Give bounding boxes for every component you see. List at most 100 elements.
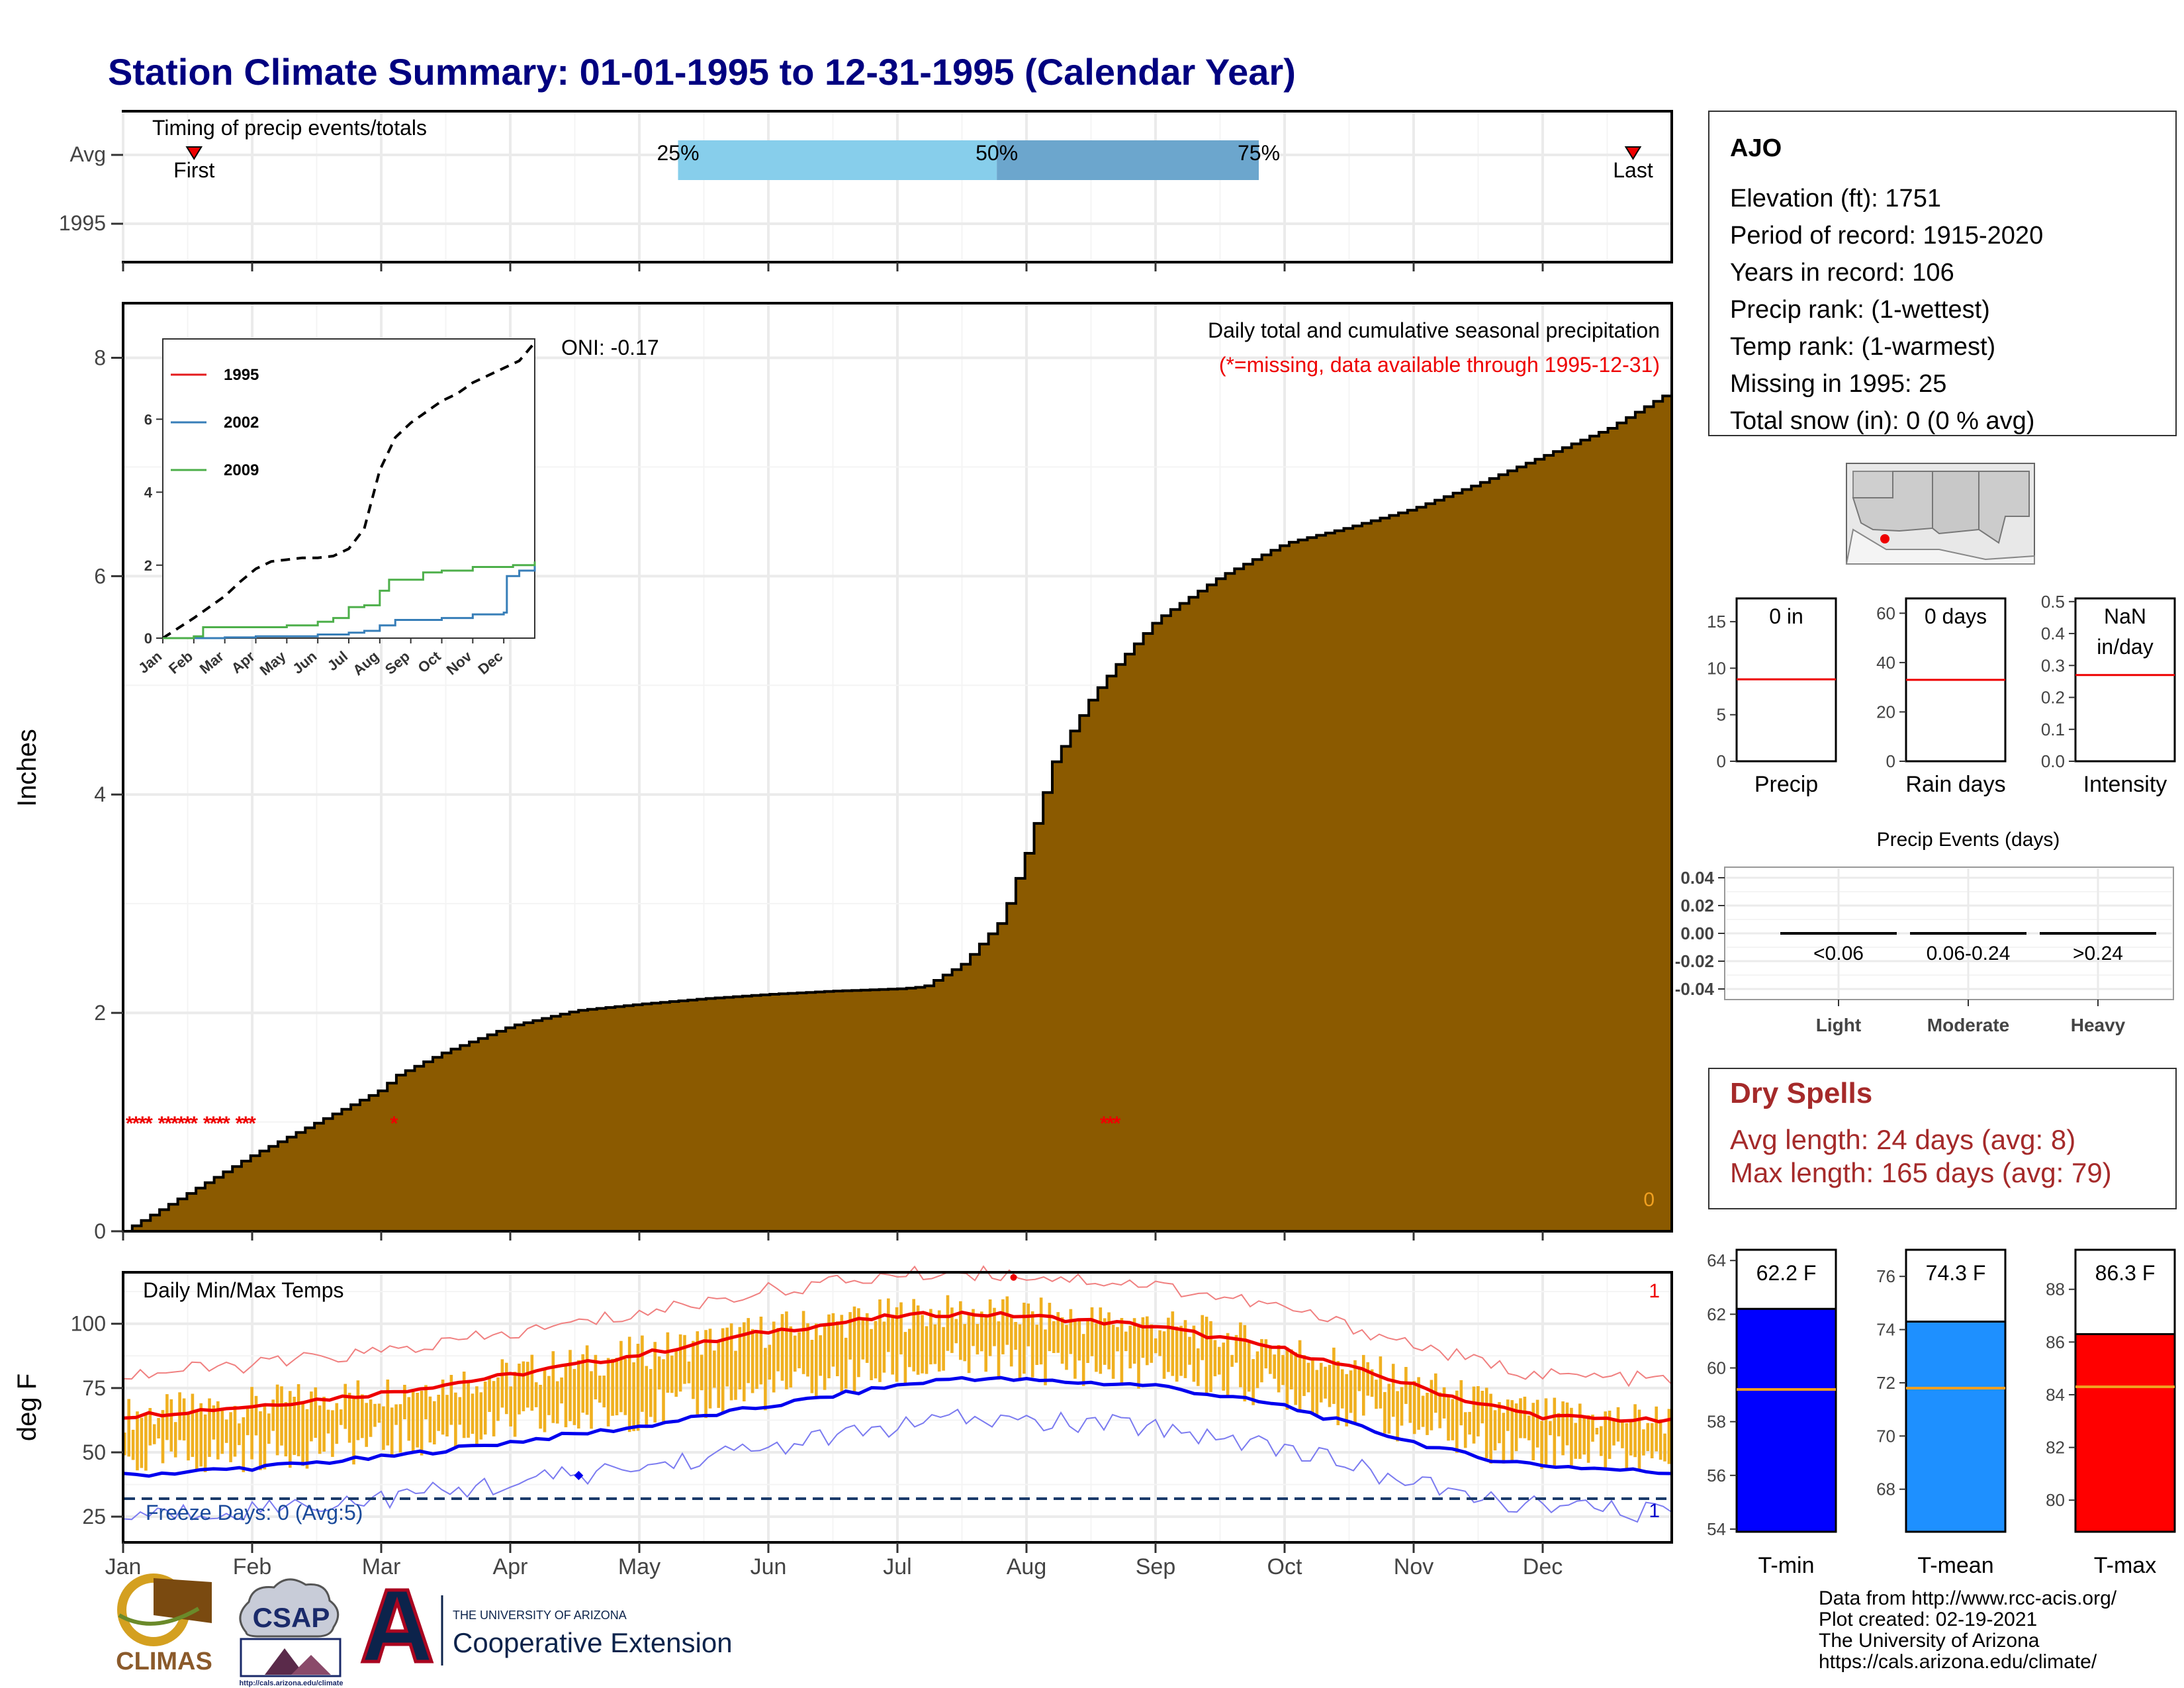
daily-temp-bar	[233, 1405, 237, 1457]
first-event-label: First	[173, 158, 214, 182]
daily-temp-bar	[1375, 1380, 1378, 1409]
daily-temp-bar	[187, 1411, 190, 1461]
stat-box-tick: 40	[1876, 653, 1895, 673]
timing-panel: Timing of precip events/totals Avg 1995 …	[59, 110, 1673, 263]
daily-temp-bar	[1549, 1421, 1552, 1436]
temps-corner-bottom: 1	[1649, 1500, 1660, 1522]
daily-temp-bar	[195, 1411, 199, 1472]
daily-temp-bar	[738, 1327, 742, 1389]
daily-temp-bar	[1493, 1410, 1497, 1451]
daily-temp-bar	[1290, 1349, 1293, 1389]
stat-box-title: 0 days	[1925, 604, 1987, 628]
daily-temp-bar	[1260, 1338, 1263, 1383]
timing-label: Timing of precip events/totals	[152, 116, 427, 140]
precip-ytick-label: 4	[94, 782, 106, 806]
dry-spells-title: Dry Spells	[1730, 1077, 1872, 1109]
stat-box-tick: 0.4	[2041, 624, 2065, 643]
quartile-75-label: 75%	[1238, 141, 1280, 165]
daily-temp-bar	[416, 1393, 419, 1448]
daily-temp-bar	[169, 1399, 173, 1452]
daily-temp-bar	[840, 1315, 844, 1395]
stat-box-tick: 0	[1717, 751, 1726, 771]
daily-temp-bar	[547, 1376, 551, 1415]
stat-box-tick: 0	[1886, 751, 1895, 771]
record-max-line	[122, 1265, 1672, 1387]
daily-temp-bar	[1171, 1311, 1175, 1376]
month-label: Jun	[751, 1554, 787, 1579]
daily-temp-bar	[916, 1305, 920, 1375]
daily-temp-bar	[403, 1385, 406, 1419]
precip-ytick-label: 2	[94, 1001, 106, 1025]
daily-temp-bar	[903, 1332, 907, 1384]
daily-temp-bar	[801, 1311, 805, 1374]
daily-temp-bar	[967, 1313, 971, 1374]
daily-temp-bar	[942, 1327, 945, 1371]
stat-box-tick: 15	[1707, 612, 1726, 632]
daily-temp-bar	[259, 1411, 262, 1470]
daily-temp-bar	[1095, 1323, 1098, 1372]
stat-box-label: Precip	[1754, 772, 1818, 797]
missing-day-marker: *	[190, 1113, 198, 1135]
daily-temp-bar	[1642, 1429, 1645, 1456]
inset-ytick-label: 2	[144, 557, 152, 574]
daily-temp-bar	[1090, 1307, 1094, 1356]
daily-temp-bar	[1506, 1399, 1510, 1431]
daily-temp-bar	[1132, 1318, 1136, 1364]
daily-temp-bar	[1026, 1303, 1030, 1346]
daily-temp-bar	[950, 1307, 954, 1353]
events-ytick-label: 0.02	[1680, 896, 1714, 915]
precip-ylabel: Inches	[13, 729, 42, 807]
daily-temp-bar	[1345, 1374, 1348, 1427]
daily-temp-bar	[449, 1375, 453, 1425]
daily-temp-bar	[1226, 1333, 1230, 1395]
daily-temp-bar	[747, 1318, 750, 1383]
daily-temp-bar	[555, 1381, 559, 1424]
daily-temp-bar	[208, 1398, 211, 1457]
daily-temp-bar	[500, 1359, 504, 1408]
daily-temp-bar	[1128, 1325, 1132, 1369]
daily-temp-bar	[1336, 1361, 1340, 1425]
footer-line-1: Data from http://www.rcc-acis.org/	[1819, 1587, 2117, 1609]
university-of-arizona-logo: THE UNIVERSITY OF ARIZONA Cooperative Ex…	[360, 1588, 733, 1665]
daily-temp-bar	[1239, 1322, 1242, 1387]
temp-box-tick: 84	[2046, 1385, 2065, 1405]
station-missing: Missing in 1995: 25	[1730, 370, 1946, 398]
inset-ytick-label: 0	[144, 630, 152, 647]
stat-box-tick: 20	[1876, 702, 1895, 722]
daily-temp-bar	[1069, 1309, 1073, 1354]
precip-ytick-label: 8	[94, 346, 106, 369]
stat-box-tick: 0.2	[2041, 688, 2065, 708]
daily-temp-bar	[161, 1410, 165, 1464]
stat-box-tick: 10	[1707, 658, 1726, 678]
daily-temp-bar	[1243, 1325, 1247, 1401]
daily-temp-bar	[1383, 1391, 1387, 1434]
missing-day-marker: *	[216, 1113, 224, 1135]
station-elevation: Elevation (ft): 1751	[1730, 185, 1941, 212]
daily-temp-bar	[627, 1336, 631, 1432]
missing-day-marker: *	[145, 1113, 153, 1135]
missing-day-marker: *	[132, 1113, 140, 1135]
daily-temp-bar	[1527, 1415, 1531, 1440]
daily-temp-bar	[1111, 1325, 1115, 1379]
daily-temp-bar	[178, 1392, 181, 1440]
daily-temp-bar	[123, 1432, 126, 1456]
daily-temp-bar	[284, 1402, 288, 1457]
missing-day-marker: *	[126, 1113, 134, 1135]
daily-temp-bar	[1489, 1393, 1492, 1464]
missing-day-marker: *	[164, 1113, 172, 1135]
daily-temp-bar	[1124, 1331, 1128, 1352]
daily-temp-bar	[1116, 1327, 1119, 1352]
daily-temp-bar	[1412, 1381, 1416, 1434]
daily-temp-bar	[1340, 1369, 1344, 1409]
daily-temp-bar	[305, 1409, 309, 1469]
daily-temp-bar	[606, 1358, 610, 1427]
daily-temp-bar	[386, 1380, 390, 1446]
daily-temp-bar	[1629, 1420, 1633, 1456]
temp-box-tick: 88	[2046, 1280, 2065, 1299]
daily-temp-bar	[1455, 1390, 1459, 1453]
daily-temp-bar	[1306, 1362, 1310, 1393]
daily-temp-bar	[356, 1380, 360, 1440]
daily-temp-bar	[959, 1301, 962, 1360]
locator-map	[1845, 463, 2035, 565]
daily-temp-bar	[1319, 1362, 1323, 1403]
